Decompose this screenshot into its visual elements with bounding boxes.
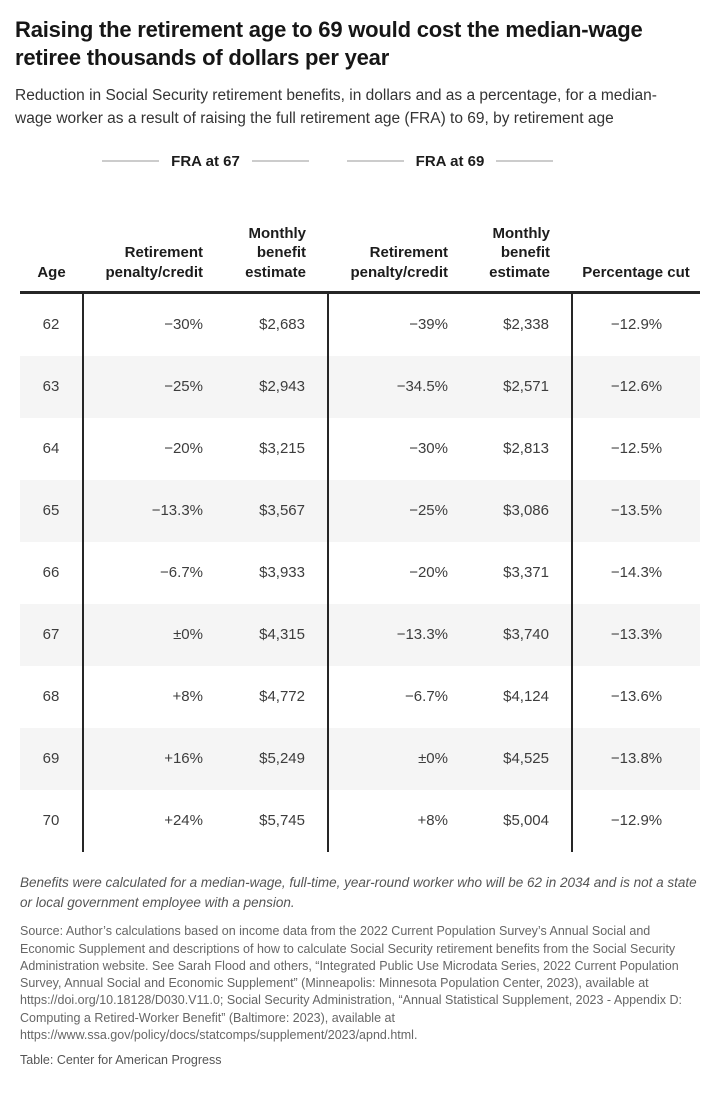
cell-percentage-cut: −12.9% [571, 789, 700, 852]
cell-fra69-penalty: −39% [327, 292, 460, 356]
cell-age: 62 [42, 316, 60, 334]
cell-fra69-benefit: $2,813 [503, 440, 549, 458]
cell-fra67-benefit: $3,933 [259, 564, 305, 582]
cell-fra67-benefit: $2,943 [259, 378, 305, 396]
cell-fra69-benefit: $4,525 [503, 750, 549, 768]
cell-fra69-penalty: −6.7% [327, 665, 460, 728]
benefits-table: Age Retirement penalty/credit Monthly be… [20, 206, 700, 852]
group-divider-line [251, 160, 309, 163]
cell-fra67-benefit: $3,215 [259, 440, 305, 458]
cell-fra67-penalty: −30% [82, 292, 215, 356]
cell-percentage-cut: −12.6% [571, 355, 700, 418]
cell-fra67-benefit: $5,745 [259, 812, 305, 830]
col-header-age: Age [20, 206, 83, 294]
cell-fra67-penalty: ±0% [82, 603, 215, 666]
cell-fra69-penalty: −13.3% [327, 603, 460, 666]
cell-age: 63 [42, 378, 60, 396]
cell-fra69-penalty: −30% [327, 417, 460, 480]
cell-fra67-penalty: −13.3% [82, 479, 215, 542]
cell-fra69-benefit: $3,740 [503, 626, 549, 644]
cell-age: 65 [42, 502, 60, 520]
table-header-row: Age Retirement penalty/credit Monthly be… [20, 206, 700, 294]
cell-age: 66 [42, 564, 60, 582]
source-text: Source: Author’s calculations based on i… [20, 924, 682, 1042]
cell-percentage-cut: −13.6% [571, 665, 700, 728]
cell-percentage-cut: −14.3% [571, 541, 700, 604]
cell-percentage-cut: −13.5% [571, 479, 700, 542]
col-header-fra69-penalty: Retirement penalty/credit [328, 206, 460, 294]
table-row: 68 +8% $4,772 −6.7% $4,124 −13.6% [20, 665, 700, 728]
table-row: 70 +24% $5,745 +8% $5,004 −12.9% [20, 789, 700, 852]
table-row: 67 ±0% $4,315 −13.3% $3,740 −13.3% [20, 603, 700, 666]
cell-fra69-benefit: $5,004 [503, 812, 549, 830]
cell-fra69-penalty: −20% [327, 541, 460, 604]
cell-fra69-benefit: $4,124 [503, 688, 549, 706]
cell-percentage-cut: −12.9% [571, 292, 700, 356]
table-row: 66 −6.7% $3,933 −20% $3,371 −14.3% [20, 541, 700, 604]
table-row: 64 −20% $3,215 −30% $2,813 −12.5% [20, 417, 700, 480]
cell-fra67-benefit: $2,683 [259, 316, 305, 334]
table-row: 69 +16% $5,249 ±0% $4,525 −13.8% [20, 727, 700, 790]
cell-fra67-benefit: $4,315 [259, 626, 305, 644]
table-row: 63 −25% $2,943 −34.5% $2,571 −12.6% [20, 355, 700, 418]
cell-age: 64 [42, 440, 60, 458]
table-row: 62 −30% $2,683 −39% $2,338 −12.9% [20, 292, 700, 356]
table-credit: Table: Center for American Progress [20, 1053, 222, 1068]
cell-fra67-penalty: +8% [82, 665, 215, 728]
cell-percentage-cut: −12.5% [571, 417, 700, 480]
cell-fra69-penalty: −34.5% [327, 355, 460, 418]
footnote: Benefits were calculated for a median-wa… [20, 874, 697, 911]
column-group-header-row: FRA at 67 FRA at 69 [20, 152, 705, 170]
cell-percentage-cut: −13.3% [571, 603, 700, 666]
cell-fra67-benefit: $3,567 [259, 502, 305, 520]
cell-age: 69 [42, 750, 60, 768]
col-header-percentage-cut: Percentage cut [572, 206, 700, 294]
col-header-fra69-benefit: Monthly benefit estimate [460, 206, 572, 294]
cell-fra69-penalty: −25% [327, 479, 460, 542]
cell-fra67-penalty: −6.7% [82, 541, 215, 604]
page-title: Raising the retirement age to 69 would c… [15, 17, 643, 71]
cell-fra67-penalty: +16% [82, 727, 215, 790]
cell-fra67-penalty: −20% [82, 417, 215, 480]
column-group-fra67: FRA at 67 [83, 153, 328, 170]
cell-fra69-benefit: $3,371 [503, 564, 549, 582]
cell-fra69-benefit: $2,338 [503, 316, 549, 334]
group-divider-line [346, 160, 404, 163]
col-header-fra67-penalty: Retirement penalty/credit [83, 206, 215, 294]
page-subtitle: Reduction in Social Security retirement … [15, 87, 657, 127]
group-label-fra67: FRA at 67 [171, 152, 240, 170]
column-group-fra69: FRA at 69 [328, 153, 572, 170]
cell-fra67-penalty: +24% [82, 789, 215, 852]
table-body: 62 −30% $2,683 −39% $2,338 −12.9% 63 −25% $2,943… [20, 292, 700, 852]
col-header-fra67-benefit: Monthly benefit estimate [215, 206, 328, 294]
group-divider-line [102, 160, 160, 163]
cell-fra69-benefit: $2,571 [503, 378, 549, 396]
infographic-page: Raising the retirement age to 69 would c… [15, 17, 705, 1068]
cell-percentage-cut: −13.8% [571, 727, 700, 790]
group-label-fra69: FRA at 69 [415, 152, 485, 170]
cell-fra67-penalty: −25% [82, 355, 215, 418]
cell-age: 70 [42, 812, 60, 830]
cell-fra69-penalty: ±0% [327, 727, 460, 790]
group-divider-line [496, 160, 554, 163]
cell-age: 68 [42, 688, 60, 706]
cell-age: 67 [42, 626, 60, 644]
cell-fra67-benefit: $5,249 [259, 750, 305, 768]
cell-fra67-benefit: $4,772 [259, 688, 305, 706]
cell-fra69-benefit: $3,086 [503, 502, 549, 520]
table-row: 65 −13.3% $3,567 −25% $3,086 −13.5% [20, 479, 700, 542]
cell-fra69-penalty: +8% [327, 789, 460, 852]
